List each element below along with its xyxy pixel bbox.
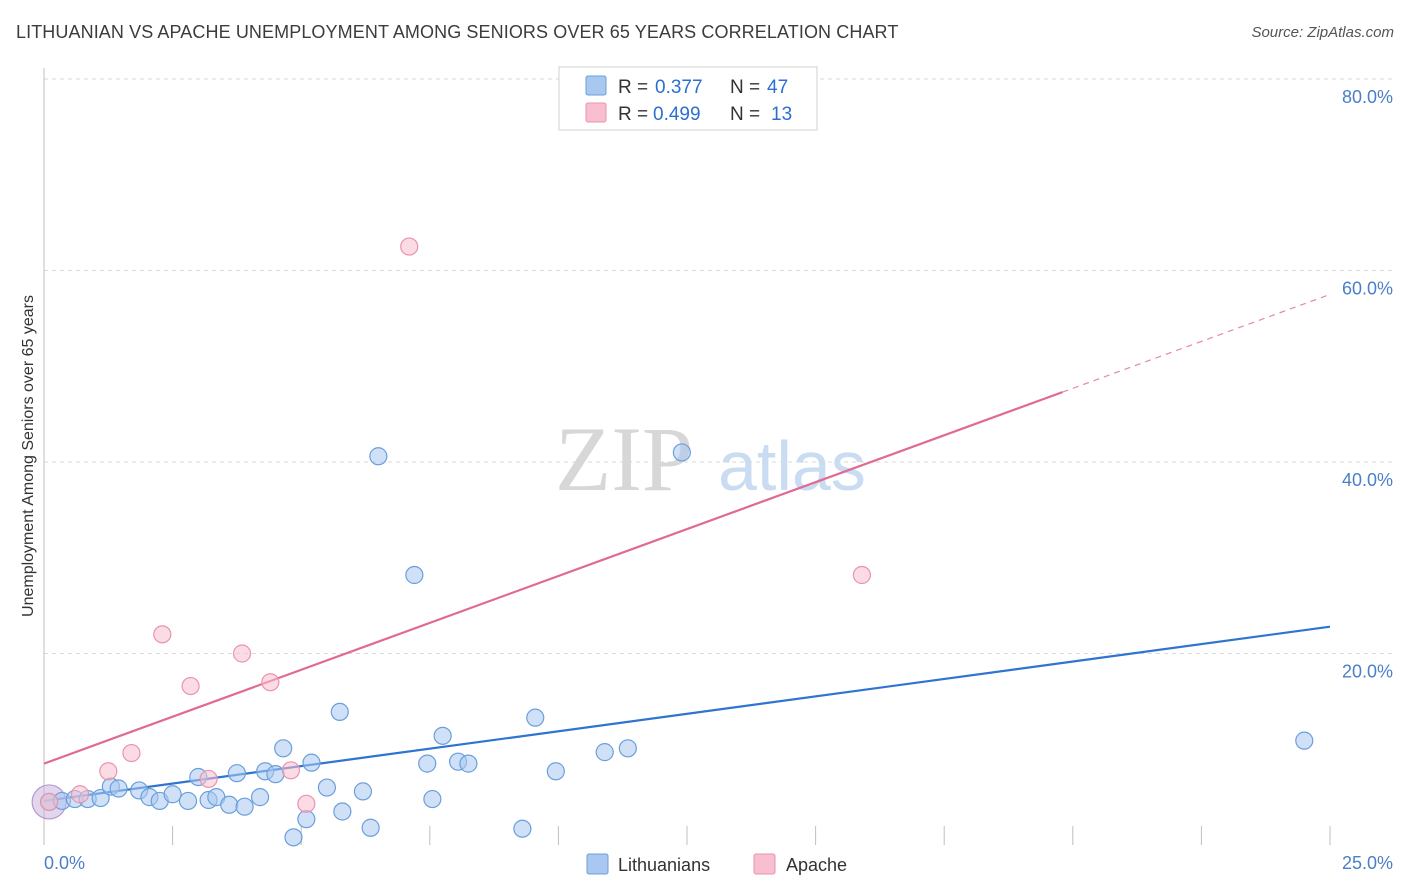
point-lithuanians-20 xyxy=(266,765,285,784)
bottom-legend-label-lithuanians: Lithuanians xyxy=(618,855,710,875)
point-lithuanians-26 xyxy=(330,702,349,722)
trend-line-apache-extrapolated xyxy=(1062,293,1331,393)
point-lithuanians-42 xyxy=(672,443,691,462)
point-lithuanians-36 xyxy=(459,754,478,773)
legend-n-value-lithuanians: 47 xyxy=(767,77,788,98)
point-lithuanians-31 xyxy=(405,565,424,585)
point-lithuanians-30 xyxy=(369,447,388,466)
bottom-legend-swatch-apache xyxy=(753,853,776,875)
chart-title: LITHUANIAN VS APACHE UNEMPLOYMENT AMONG … xyxy=(16,22,899,42)
watermark: ZIP atlas xyxy=(555,408,866,510)
y-axis-label: Unemployment Among Seniors over 65 years xyxy=(20,295,37,617)
point-apache-8 xyxy=(261,673,280,692)
point-apache-1 xyxy=(70,785,90,804)
bottom-legend-swatch-lithuanians xyxy=(586,853,609,875)
point-lithuanians-17 xyxy=(235,797,254,816)
point-apache-12 xyxy=(852,565,871,585)
watermark-atlas: atlas xyxy=(718,427,866,505)
point-lithuanians-25 xyxy=(317,778,337,797)
point-lithuanians-43 xyxy=(1295,731,1314,750)
point-apache-2 xyxy=(99,762,118,781)
stats-legend: R = 0.377 N = 47 R = 0.499 N = 13 xyxy=(558,66,818,131)
point-lithuanians-39 xyxy=(546,762,565,781)
legend-r-label-lithuanians: R = xyxy=(618,77,648,98)
x-tick-label-1: 25.0% xyxy=(1342,853,1393,873)
point-apache-11 xyxy=(400,237,419,256)
legend-swatch-apache xyxy=(585,102,607,123)
axes xyxy=(43,68,1331,845)
tick-labels: 80.0% 60.0% 40.0% 20.0% 0.0% 25.0% xyxy=(44,87,1393,873)
bottom-legend-label-apache: Apache xyxy=(786,855,847,875)
legend-r-value-lithuanians: 0.377 xyxy=(655,77,703,98)
watermark-zip: ZIP xyxy=(555,408,693,510)
point-lithuanians-41 xyxy=(618,739,637,758)
point-lithuanians-37 xyxy=(513,819,532,838)
point-apache-0 xyxy=(40,792,59,812)
point-apache-6 xyxy=(199,769,218,789)
point-lithuanians-23 xyxy=(297,810,316,829)
legend-n-value-apache: 13 xyxy=(771,104,792,125)
point-lithuanians-11 xyxy=(178,791,198,811)
point-lithuanians-21 xyxy=(274,739,293,758)
trend-lines xyxy=(43,293,1331,803)
source-credit: Source: ZipAtlas.com xyxy=(1251,24,1394,41)
point-lithuanians-15 xyxy=(220,795,239,814)
y-tick-label-1: 60.0% xyxy=(1342,279,1393,299)
point-lithuanians-28 xyxy=(353,782,373,801)
point-lithuanians-32 xyxy=(418,754,437,773)
point-lithuanians-29 xyxy=(361,818,380,837)
y-tick-label-2: 40.0% xyxy=(1342,470,1393,490)
point-lithuanians-22 xyxy=(284,828,303,847)
point-lithuanians-24 xyxy=(302,753,321,772)
legend-n-label-lithuanians: N = xyxy=(730,77,760,98)
data-points xyxy=(31,237,1314,847)
point-apache-5 xyxy=(181,676,200,696)
point-lithuanians-27 xyxy=(333,802,352,821)
trend-line-apache xyxy=(43,391,1063,765)
point-apache-9 xyxy=(281,761,301,780)
legend-r-label-apache: R = xyxy=(618,104,648,125)
legend-r-value-apache: 0.499 xyxy=(653,104,701,125)
series-legend: Lithuanians Apache xyxy=(586,853,847,875)
legend-swatch-lithuanians xyxy=(585,75,607,96)
point-lithuanians-33 xyxy=(423,789,442,809)
y-tick-label-3: 20.0% xyxy=(1342,662,1393,682)
y-tick-label-0: 80.0% xyxy=(1342,87,1393,107)
point-apache-10 xyxy=(297,794,316,813)
point-lithuanians-38 xyxy=(526,708,545,727)
x-tick-label-0: 0.0% xyxy=(44,853,85,873)
point-lithuanians-18 xyxy=(250,788,270,807)
point-lithuanians-10 xyxy=(163,785,182,804)
point-apache-7 xyxy=(232,644,252,663)
point-lithuanians-16 xyxy=(227,764,246,783)
point-lithuanians-6 xyxy=(109,779,128,798)
point-lithuanians-4 xyxy=(91,788,110,808)
legend-n-label-apache: N = xyxy=(730,104,760,125)
point-apache-3 xyxy=(122,743,141,763)
point-lithuanians-34 xyxy=(433,726,452,745)
point-lithuanians-40 xyxy=(595,743,614,762)
point-apache-4 xyxy=(153,625,172,644)
grid-lines xyxy=(44,78,1395,654)
